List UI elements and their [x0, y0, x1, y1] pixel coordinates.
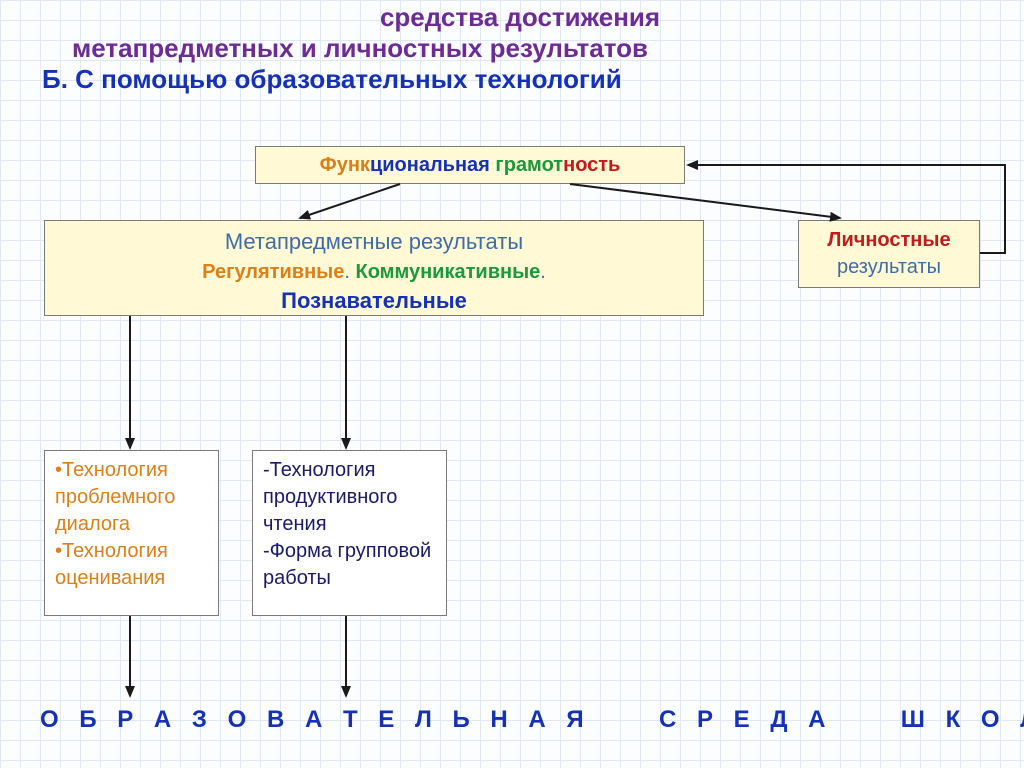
- tech1-item-1-text: Технология оценивания: [55, 540, 168, 589]
- tech1-item-1: •Технология оценивания: [55, 538, 208, 592]
- env-word2: С Р Е Д А: [659, 706, 832, 733]
- meta-line1: Метапредметные результаты: [55, 227, 693, 258]
- meta-dot2: .: [540, 261, 546, 283]
- functional-literacy-box: Функциональная грамотность: [255, 146, 685, 184]
- arrow-fg-to-personal: [570, 184, 840, 218]
- fg-part2: циональная: [370, 154, 490, 176]
- meta-results-box: Метапредметные результаты Регулятивные. …: [44, 220, 704, 316]
- fg-part4: ность: [563, 154, 620, 176]
- personal-results-box: Личностные результаты: [798, 220, 980, 288]
- meta-dot1: .: [344, 261, 355, 283]
- bullet-icon: •: [55, 459, 62, 481]
- fg-part1: Функ: [320, 154, 370, 176]
- tech2-item-0: -Технология продуктивного чтения: [263, 457, 436, 538]
- personal-t1: Личностные: [809, 227, 969, 254]
- tech1-item-0-text: Технология проблемного диалога: [55, 459, 175, 535]
- tech1-item-0: •Технология проблемного диалога: [55, 457, 208, 538]
- title-line-1: средства достижения: [40, 2, 1000, 33]
- tech2-item-1: -Форма групповой работы: [263, 538, 436, 592]
- tech-box-2: -Технология продуктивного чтения -Форма …: [252, 450, 447, 616]
- meta-kom: Коммуникативные: [355, 261, 540, 283]
- title-block: средства достижения метапредметных и лич…: [40, 2, 1000, 95]
- arrow-layer: [0, 0, 1024, 768]
- meta-poz: Познавательные: [55, 286, 693, 317]
- env-word3: Ш К О Л Ы: [901, 706, 1024, 733]
- title-line-3: Б. С помощью образовательных технологий: [42, 64, 1000, 95]
- fg-part3: грамот: [495, 154, 563, 176]
- environment-label: О Б Р А З О В А Т Е Л Ь Н А Я С Р Е Д А …: [40, 706, 984, 734]
- personal-t2: результаты: [809, 254, 969, 281]
- env-word1: О Б Р А З О В А Т Е Л Ь Н А Я: [40, 706, 591, 733]
- tech-box-1: •Технология проблемного диалога •Техноло…: [44, 450, 219, 616]
- title-line-2: метапредметных и личностных результатов: [72, 33, 1000, 64]
- arrow-fg-to-meta: [300, 184, 400, 218]
- bullet-icon: •: [55, 540, 62, 562]
- meta-reg: Регулятивные: [202, 261, 344, 283]
